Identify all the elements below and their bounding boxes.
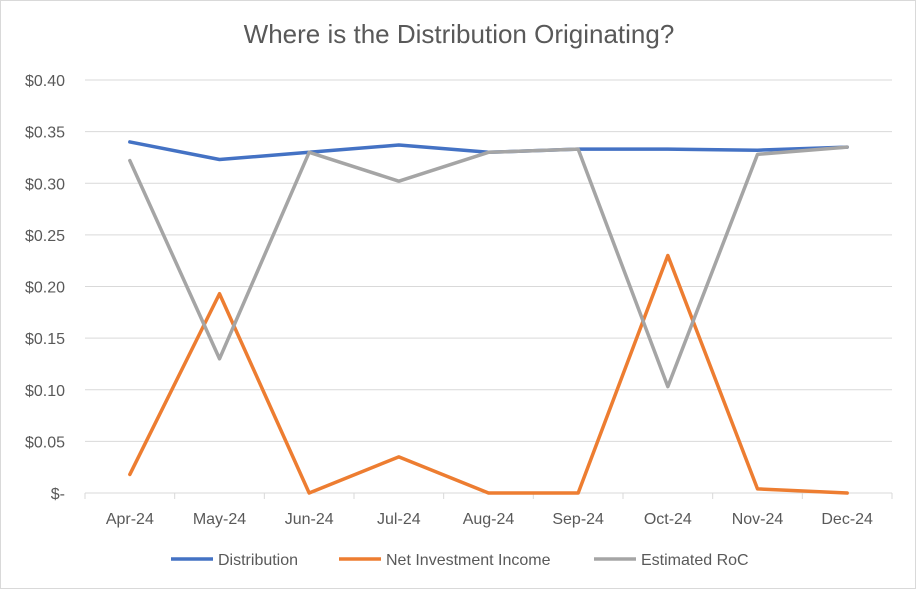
x-tick-label: Apr-24 xyxy=(106,511,154,528)
x-tick-label: Jun-24 xyxy=(285,511,334,528)
x-tick-label: May-24 xyxy=(193,511,246,528)
legend-label: Net Investment Income xyxy=(386,552,551,569)
x-axis-tick-labels: Apr-24 May-24 Jun-24 Jul-24 Aug-24 Sep-24 Oct-… xyxy=(106,511,873,528)
series-line-estimated-roc xyxy=(128,145,849,389)
y-tick-label: $0.15 xyxy=(25,331,65,348)
x-tick-label: Aug-24 xyxy=(463,511,515,528)
x-tick-label: Jul-24 xyxy=(377,511,421,528)
y-tick-label: $- xyxy=(51,486,65,503)
y-tick-label: $0.10 xyxy=(25,383,65,400)
x-tick-label: Nov-24 xyxy=(732,511,784,528)
legend: Distribution Net Investment Income Estimat… xyxy=(171,552,749,569)
legend-label: Distribution xyxy=(218,552,298,569)
y-axis-tick-labels: $- $0.05 $0.10 $0.15 $0.20 $0.25 $0.30 $0.35 $0.… xyxy=(25,73,65,503)
y-tick-label: $0.20 xyxy=(25,280,65,297)
legend-label: Estimated RoC xyxy=(641,552,749,569)
x-tick-label: Sep-24 xyxy=(552,511,604,528)
series-lines xyxy=(128,140,849,495)
y-tick-label: $0.35 xyxy=(25,125,65,142)
y-tick-label: $0.25 xyxy=(25,228,65,245)
y-tick-label: $0.05 xyxy=(25,434,65,451)
y-tick-label: $0.40 xyxy=(25,73,65,90)
chart-title: Where is the Distribution Originating? xyxy=(243,19,675,49)
x-tick-label: Dec-24 xyxy=(821,511,873,528)
gridlines xyxy=(85,79,892,442)
x-tick-label: Oct-24 xyxy=(644,511,692,528)
series-line-net-investment-income xyxy=(128,253,849,495)
y-tick-label: $0.30 xyxy=(25,176,65,193)
